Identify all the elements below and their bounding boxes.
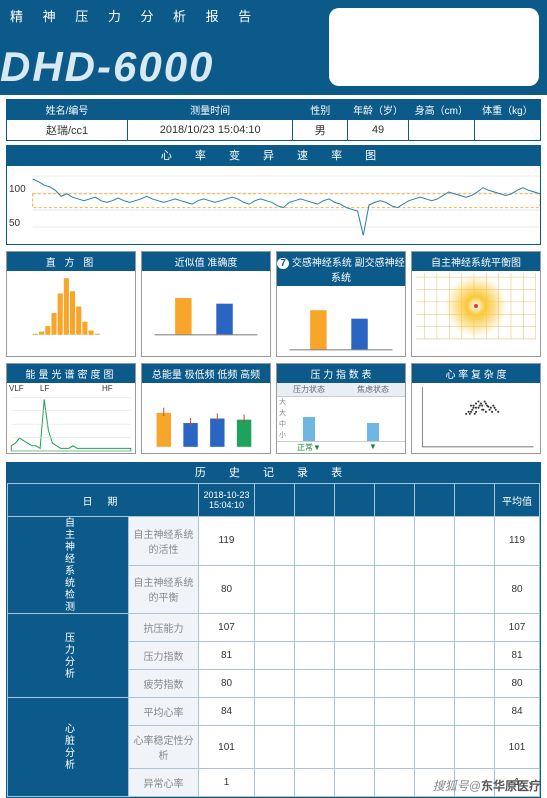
panel-body [412, 271, 540, 341]
history-avg-label: 平均值 [495, 484, 540, 517]
panel-bars4: 总能量 极低频 低频 高频 [141, 363, 271, 454]
history-section-title: 历 史 记 录 表 [6, 462, 541, 482]
history-avg: 119 [495, 517, 540, 566]
history-value: 80 [199, 565, 255, 614]
panel-body [142, 271, 270, 341]
history-value: 107 [199, 614, 255, 642]
value-age: 49 [348, 120, 409, 141]
panel-title: 近似值 准确度 [142, 252, 270, 271]
panels-row-1: 直 方 图近似值 准确度 7交感神经系统 副交感神经系统自主神经系统平衡图 [6, 251, 541, 357]
panel-body [142, 383, 270, 453]
label-weight: 体重（kg） [474, 100, 540, 120]
history-group: 自主神经系统检测 [8, 517, 129, 614]
value-name: 赵瑞/cc1 [7, 120, 128, 141]
panel-bars2: 近似值 准确度 [141, 251, 271, 357]
history-avg: 81 [495, 642, 540, 670]
value-time: 2018/10/23 15:04:10 [128, 120, 293, 141]
label-height: 身高（cm） [408, 100, 474, 120]
value-weight [474, 120, 540, 141]
device-model: DHD-6000 [0, 43, 214, 91]
hrv-ylabel-50: 50 [9, 218, 20, 229]
history-avg: 101 [495, 726, 540, 769]
history-value: 81 [199, 642, 255, 670]
panel-body [277, 286, 405, 356]
label-time: 测量时间 [128, 100, 293, 120]
history-row-label: 异常心率 [129, 769, 199, 797]
history-value: 80 [199, 670, 255, 698]
history-row-label: 心率稳定性分析 [129, 726, 199, 769]
panel-histogram: 直 方 图 [6, 251, 136, 357]
hrv-chart: 100 50 [6, 165, 541, 245]
hrv-section-title: 心 率 变 异 速 率 图 [6, 145, 541, 165]
patient-info-table: 姓名/编号 测量时间 性别 年龄（岁） 身高（cm） 体重（kg） 赵瑞/cc1… [6, 99, 541, 141]
panel-scatter: 心 率 复 杂 度 [411, 363, 541, 454]
watermark-prefix: 搜狐号 [433, 779, 469, 793]
panel-spectrum: 能量光谱密度图VLFLFHF [6, 363, 136, 454]
history-value: 119 [199, 517, 255, 566]
history-row-label: 疲劳指数 [129, 670, 199, 698]
panel-body: VLFLFHF [7, 383, 135, 453]
history-group: 心脏分析 [8, 698, 129, 797]
value-height [408, 120, 474, 141]
hrv-ylabel-100: 100 [9, 184, 26, 195]
history-avg: 107 [495, 614, 540, 642]
history-avg: 80 [495, 565, 540, 614]
panel-body: 压力状态焦虑状态大大中小正常▼▼ [277, 383, 405, 453]
history-row-label: 压力指数 [129, 642, 199, 670]
watermark-name: 东华原医疗 [481, 779, 541, 793]
panel-pressure: 压 力 指 数 表压力状态焦虑状态大大中小正常▼▼ [276, 363, 406, 454]
history-row-label: 自主神经系统的活性 [129, 517, 199, 566]
value-sex: 男 [293, 120, 348, 141]
watermark: 搜狐号@东华原医疗 [433, 777, 541, 794]
label-name: 姓名/编号 [7, 100, 128, 120]
history-table: 日 期2018-10-23 15:04:10 平均值自主神经系统检测自主神经系统的… [6, 482, 541, 798]
history-group: 压力分析 [8, 614, 129, 698]
panel-title: 直 方 图 [7, 252, 135, 271]
header-blank-box [329, 8, 539, 86]
history-avg: 84 [495, 698, 540, 726]
panel-sun: 自主神经系统平衡图 [411, 251, 541, 357]
history-value: 84 [199, 698, 255, 726]
panel-bars2: 7交感神经系统 副交感神经系统 [276, 251, 406, 357]
panel-title: 能量光谱密度图 [7, 364, 135, 383]
history-row-label: 平均心率 [129, 698, 199, 726]
panels-row-2: 能量光谱密度图VLFLFHF 总能量 极低频 低频 高频压 力 指 数 表压力状态… [6, 363, 541, 454]
panel-body [7, 271, 135, 341]
report-title: 精 神 压 力 分 析 报 告 [10, 6, 259, 25]
label-sex: 性别 [293, 100, 348, 120]
report-header: 精 神 压 力 分 析 报 告 DHD-6000 [0, 0, 547, 95]
history-avg: 80 [495, 670, 540, 698]
panel-title: 总能量 极低频 低频 高频 [142, 364, 270, 383]
panel-title: 自主神经系统平衡图 [412, 252, 540, 271]
history-value: 101 [199, 726, 255, 769]
panel-body [412, 383, 540, 453]
panel-title: 压 力 指 数 表 [277, 364, 405, 383]
panel-title: 7交感神经系统 副交感神经系统 [277, 252, 405, 286]
history-timestamp: 2018-10-23 15:04:10 [199, 484, 255, 517]
history-row-label: 抗压能力 [129, 614, 199, 642]
history-row-label: 自主神经系统的平衡 [129, 565, 199, 614]
history-value: 1 [199, 769, 255, 797]
history-date-label: 日 期 [8, 484, 199, 517]
label-age: 年龄（岁） [348, 100, 409, 120]
panel-title: 心 率 复 杂 度 [412, 364, 540, 383]
